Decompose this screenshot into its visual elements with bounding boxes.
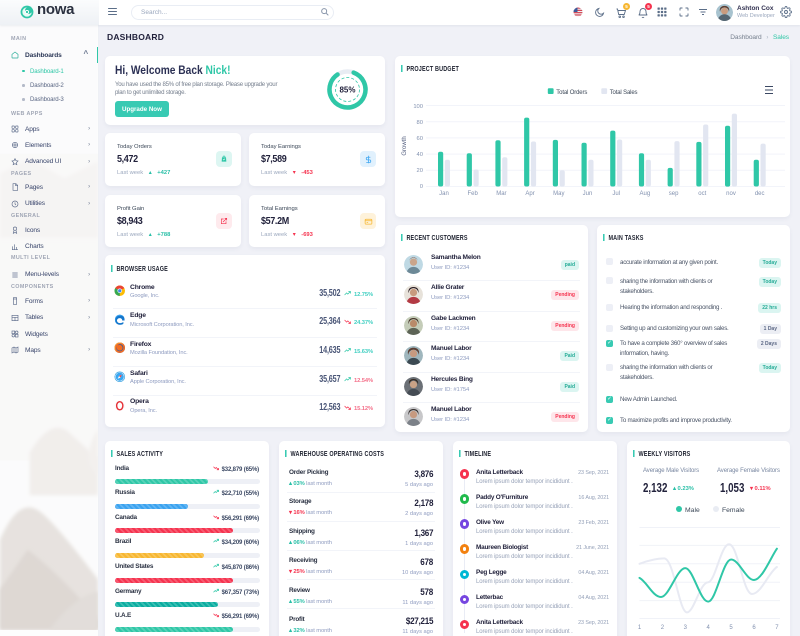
svg-text:3: 3 (684, 625, 688, 631)
svg-text:dec: dec (755, 191, 765, 197)
svg-text:sep: sep (669, 191, 679, 197)
svg-text:6: 6 (752, 625, 756, 631)
svg-text:80: 80 (417, 120, 423, 126)
svg-text:Jul: Jul (612, 191, 620, 197)
svg-text:7: 7 (775, 625, 779, 631)
svg-text:Aug: Aug (640, 191, 651, 197)
svg-text:oct: oct (698, 191, 706, 197)
svg-text:Growth: Growth (402, 136, 408, 155)
svg-text:Total Sales: Total Sales (610, 90, 638, 96)
svg-text:2: 2 (661, 625, 665, 631)
svg-text:60: 60 (417, 136, 423, 142)
svg-text:Mar: Mar (496, 191, 506, 197)
svg-text:4: 4 (707, 625, 711, 631)
svg-text:0: 0 (420, 184, 423, 190)
svg-text:May: May (553, 191, 564, 197)
svg-text:Apr: Apr (525, 191, 534, 197)
svg-text:Jan: Jan (439, 191, 449, 197)
svg-text:20: 20 (417, 168, 423, 174)
svg-text:Total Orders: Total Orders (556, 90, 587, 96)
svg-text:40: 40 (417, 152, 423, 158)
svg-text:85%: 85% (339, 86, 355, 95)
svg-text:100: 100 (413, 104, 423, 110)
svg-text:5: 5 (729, 625, 733, 631)
svg-text:nov: nov (726, 191, 736, 197)
svg-text:Feb: Feb (468, 191, 479, 197)
svg-text:1: 1 (638, 625, 642, 631)
svg-text:Jun: Jun (583, 191, 593, 197)
